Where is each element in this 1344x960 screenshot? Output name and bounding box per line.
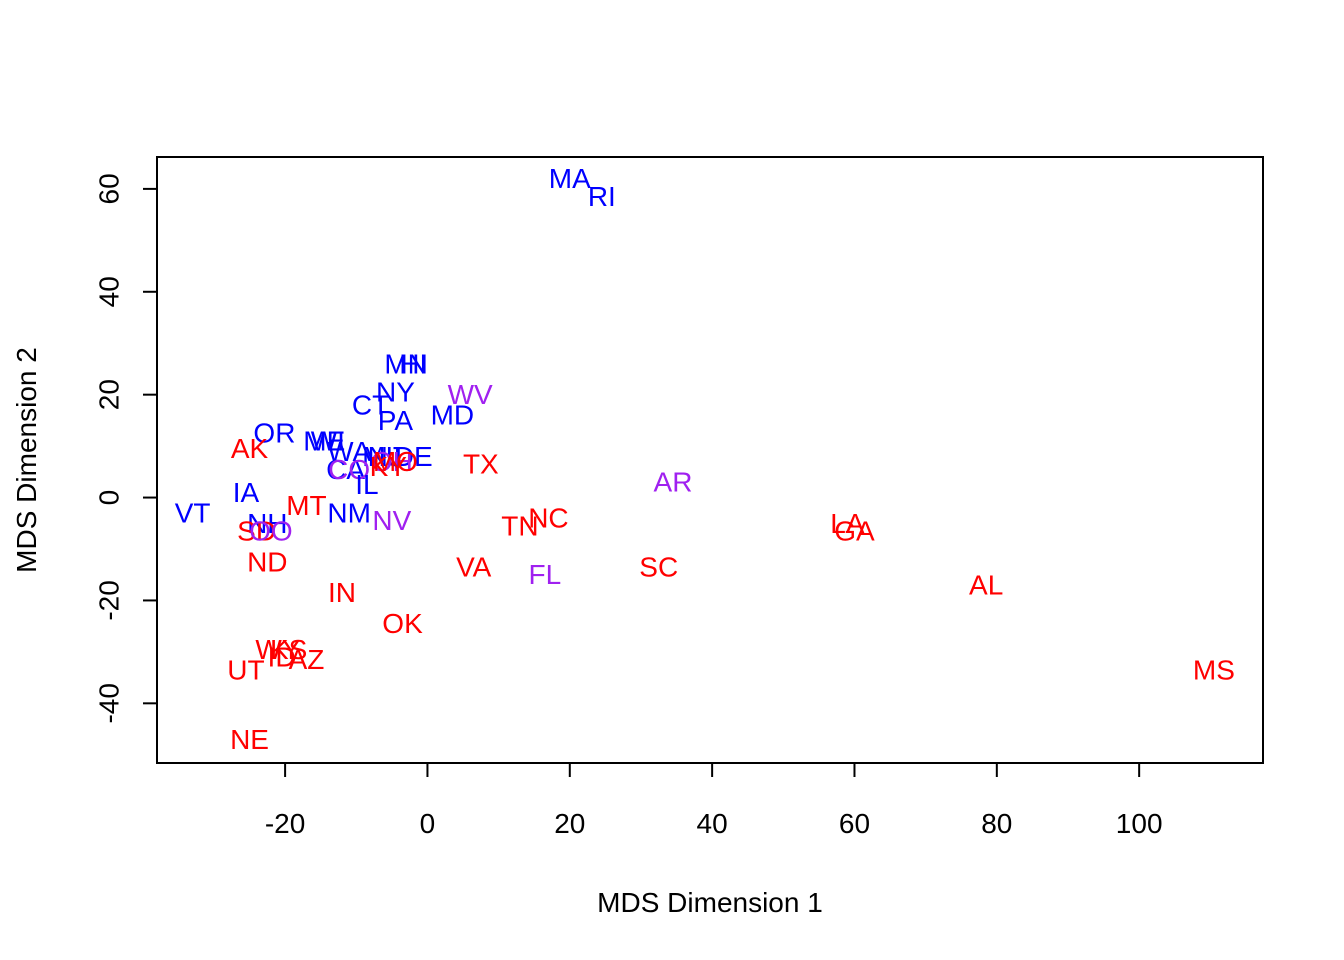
point-label-ia: IA — [233, 477, 260, 508]
point-label-mn: MN — [384, 348, 428, 379]
point-label-de: DE — [394, 441, 433, 472]
point-label-co: CO — [328, 454, 370, 485]
point-label-mo: MO — [373, 446, 418, 477]
x-tick-label: 0 — [420, 808, 436, 839]
point-label-nv: NV — [372, 505, 411, 536]
point-label-or: OR — [253, 418, 295, 449]
point-label-ky: KY — [370, 451, 408, 482]
x-tick-label: 100 — [1116, 808, 1163, 839]
point-label-ma: MA — [549, 163, 591, 194]
point-label-ak: AK — [231, 433, 269, 464]
point-label-ri: RI — [588, 181, 616, 212]
point-label-sc: SC — [639, 552, 678, 583]
point-label-wa: WA — [327, 436, 371, 467]
point-label-wy: WY — [255, 634, 300, 665]
point-label-ar: AR — [654, 467, 693, 498]
point-label-tx: TX — [463, 449, 499, 480]
point-label-al: AL — [969, 570, 1003, 601]
point-label-tn: TN — [501, 510, 538, 541]
y-axis-title: MDS Dimension 2 — [11, 347, 42, 573]
point-label-ct: CT — [352, 389, 389, 420]
point-label-nd: ND — [247, 546, 287, 577]
x-tick-label: 20 — [554, 808, 585, 839]
point-label-ks: KS — [270, 634, 307, 665]
point-label-mi: MI — [362, 441, 393, 472]
point-label-pa: PA — [378, 405, 414, 436]
point-label-nh: NH — [247, 508, 287, 539]
point-label-vt: VT — [175, 497, 211, 528]
point-label-ny: NY — [376, 377, 415, 408]
point-label-nj: NJ — [368, 441, 402, 472]
point-label-sd: SD — [237, 515, 276, 546]
point-label-nc: NC — [528, 503, 568, 534]
y-axis: -40 -20 0 20 40 60 — [94, 173, 158, 724]
point-label-oh: OH — [371, 446, 413, 477]
point-label-wi: WI — [311, 425, 345, 456]
x-axis: -20 0 20 40 60 80 100 — [265, 762, 1163, 839]
point-label-me: ME — [303, 425, 345, 456]
x-tick-label: 80 — [981, 808, 1012, 839]
point-label-mt: MT — [286, 490, 326, 521]
point-label-va: VA — [456, 552, 492, 583]
y-tick-label: -20 — [94, 580, 125, 620]
point-label-fl: FL — [529, 559, 562, 590]
x-tick-label: 60 — [839, 808, 870, 839]
point-label-ut: UT — [227, 654, 264, 685]
point-label-la: LA — [830, 508, 865, 539]
y-tick-label: 60 — [94, 173, 125, 204]
point-label-ga: GA — [834, 515, 875, 546]
point-label-id: ID — [268, 642, 296, 673]
point-label-az: AZ — [289, 644, 325, 675]
point-label-oo: OO — [249, 515, 293, 546]
y-tick-label: 40 — [94, 276, 125, 307]
point-label-ca: CA — [326, 454, 365, 485]
y-tick-label: 0 — [94, 490, 125, 506]
y-tick-label: -40 — [94, 683, 125, 723]
x-axis-title: MDS Dimension 1 — [597, 887, 823, 918]
point-label-nm: NM — [327, 497, 371, 528]
point-label-ok: OK — [382, 608, 423, 639]
point-label-in: IN — [328, 577, 356, 608]
x-tick-label: -20 — [265, 808, 305, 839]
point-label-ms: MS — [1193, 654, 1235, 685]
point-label-il: IL — [355, 469, 378, 500]
x-tick-label: 40 — [697, 808, 728, 839]
y-tick-label: 20 — [94, 379, 125, 410]
point-label-wv: WV — [448, 379, 493, 410]
point-label-md: MD — [431, 400, 475, 431]
point-label-hi: HI — [399, 348, 427, 379]
point-label-ne: NE — [230, 724, 269, 755]
